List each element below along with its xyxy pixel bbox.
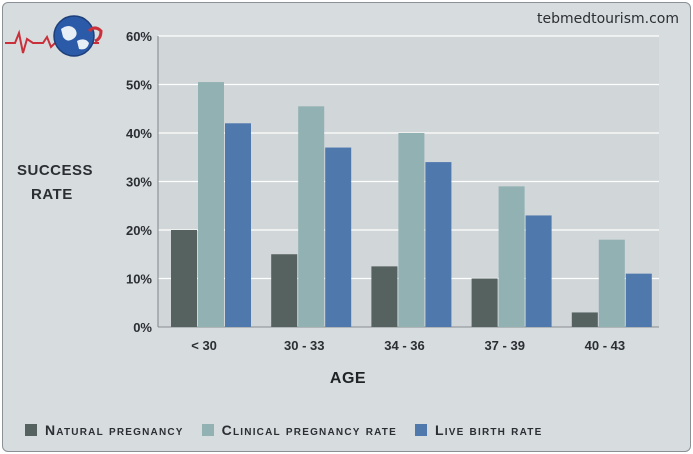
bar-natural xyxy=(471,278,498,327)
legend-label-live: Live birth rate xyxy=(434,422,543,438)
x-tick-label: 34 - 36 xyxy=(384,338,424,353)
y-tick-label: 0% xyxy=(133,320,152,335)
y-tick-label: 30% xyxy=(126,175,152,190)
y-tick-label: 60% xyxy=(126,29,152,44)
legend-swatch-clinical xyxy=(201,424,214,436)
bar-clinical xyxy=(598,239,625,327)
y-axis-label-line-1: SUCCESS xyxy=(17,162,94,179)
bar-live xyxy=(425,162,452,327)
legend-label-clinical: Clinical pregnancy rate xyxy=(221,422,397,438)
bar-live xyxy=(525,215,552,327)
legend-swatch-natural xyxy=(25,424,37,436)
clinic-logo xyxy=(5,15,103,57)
legend-swatch-live xyxy=(414,424,427,436)
site-watermark: tebmedtourism.com xyxy=(537,11,679,27)
x-tick-label: < 30 xyxy=(191,338,217,353)
legend-item-clinical: Clinical pregnancy rate xyxy=(201,422,397,438)
bar-clinical xyxy=(398,133,425,327)
bar-clinical xyxy=(298,106,325,327)
bar-clinical xyxy=(198,82,224,327)
bar-natural xyxy=(271,254,298,327)
y-axis-label-line-2: RATE xyxy=(31,186,73,203)
bar-live xyxy=(325,147,352,327)
x-tick-label: 37 - 39 xyxy=(484,338,524,353)
x-tick-label: 40 - 43 xyxy=(585,338,625,353)
y-tick-label: 10% xyxy=(126,272,152,287)
bar-natural xyxy=(171,230,197,327)
y-tick-label: 20% xyxy=(126,223,152,238)
legend-item-live: Live birth rate xyxy=(414,422,543,438)
x-axis-label: AGE xyxy=(329,370,367,387)
legend-item-natural: Natural pregnancy xyxy=(25,422,184,438)
legend: Natural pregnancy Clinical pregnancy rat… xyxy=(25,419,690,441)
bar-natural xyxy=(371,266,398,327)
bar-natural xyxy=(571,312,598,327)
bar-live xyxy=(625,273,652,327)
y-axis-label: SUCCESS RATE xyxy=(17,159,117,207)
x-tick-label: 30 - 33 xyxy=(284,338,324,353)
y-tick-label: 50% xyxy=(126,78,152,93)
legend-label-natural: Natural pregnancy xyxy=(45,422,184,438)
y-tick-label: 40% xyxy=(126,126,152,141)
bar-live xyxy=(225,123,251,327)
bar-chart: 0% 10% 20% 30% 40% 50% 60% < 30 30 - 33 34 - 36 37… xyxy=(126,29,659,353)
bar-clinical xyxy=(498,186,525,327)
